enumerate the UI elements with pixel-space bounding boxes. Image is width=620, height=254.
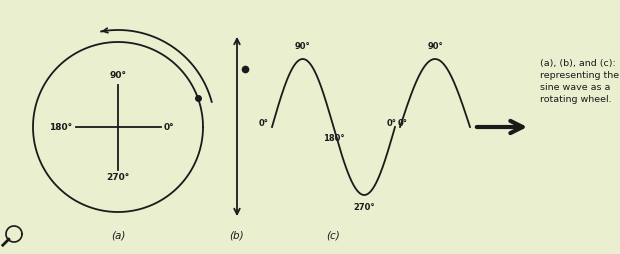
Text: 90°: 90° xyxy=(295,42,311,51)
Text: 0°: 0° xyxy=(387,119,397,129)
Text: 0°: 0° xyxy=(398,119,408,129)
Text: 0°: 0° xyxy=(164,122,174,132)
Text: 180°: 180° xyxy=(50,122,73,132)
Text: (a): (a) xyxy=(111,230,125,240)
Text: 270°: 270° xyxy=(353,203,375,212)
Text: 90°: 90° xyxy=(427,42,443,51)
Text: 90°: 90° xyxy=(110,71,126,81)
Text: (b): (b) xyxy=(229,230,244,240)
Text: 180°: 180° xyxy=(322,134,344,143)
Text: 270°: 270° xyxy=(107,173,130,183)
Text: (a), (b), and (c):
representing the
sine wave as a
rotating wheel.: (a), (b), and (c): representing the sine… xyxy=(540,59,619,104)
Text: (c): (c) xyxy=(327,230,340,240)
Text: 0°: 0° xyxy=(259,119,269,129)
